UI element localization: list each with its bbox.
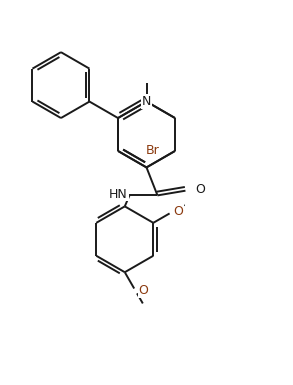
Text: O: O xyxy=(195,183,205,196)
Text: Br: Br xyxy=(146,144,160,157)
Text: HN: HN xyxy=(109,187,128,201)
Text: O: O xyxy=(138,284,148,297)
Text: N: N xyxy=(142,95,151,108)
Text: O: O xyxy=(174,205,183,218)
